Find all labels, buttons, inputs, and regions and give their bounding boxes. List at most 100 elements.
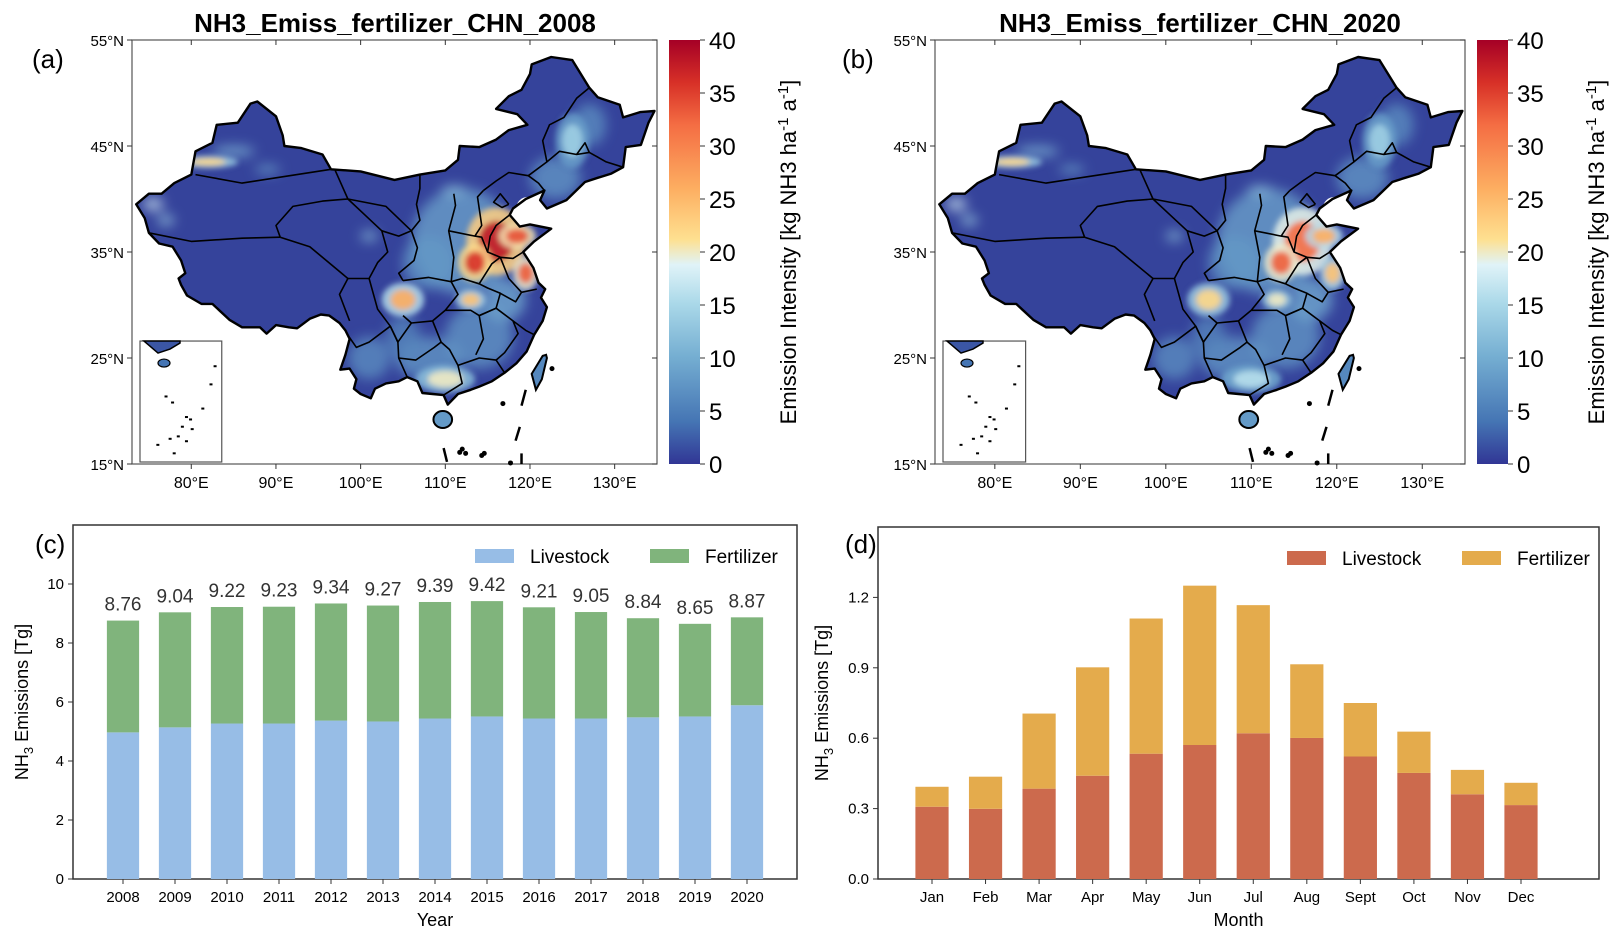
y-tick-label: 1.2 (848, 589, 869, 606)
cropland-blob (483, 278, 526, 321)
inset-coast (944, 340, 984, 354)
x-tick-label: 2019 (678, 889, 711, 906)
bar-fertilizer (1236, 605, 1270, 734)
x-tick-label: Oct (1402, 889, 1426, 906)
panel-label-d: (d) (845, 529, 877, 559)
province-boundary (1204, 341, 1270, 396)
bar-livestock (418, 718, 452, 879)
province-boundary (1299, 192, 1317, 209)
lon-tick-label: 100°E (339, 475, 383, 492)
island (1263, 449, 1269, 455)
bar-livestock (1450, 794, 1485, 879)
bar-livestock (1022, 788, 1056, 879)
bar-livestock (470, 716, 504, 879)
bars-d: Jan Feb Mar Apr May Jun Jul Aug Sept Oct Nov Dec 0.0… (812, 526, 1600, 930)
legend-label-fertilizer: Fertilizer (1517, 549, 1591, 570)
bar-fertilizer (262, 606, 296, 724)
country-border (938, 55, 1464, 406)
cropland-blob (360, 230, 378, 242)
lat-tick-label: 25°N (90, 351, 124, 368)
y-axis-label-rest: Emissions [Tg] (12, 624, 32, 747)
cropland-blob (445, 305, 514, 369)
total-value-label: 8.84 (625, 592, 662, 613)
province-boundary (402, 193, 457, 283)
province-boundary (448, 189, 484, 237)
x-tick-label: 2008 (106, 889, 139, 906)
y-tick-label: 0.6 (848, 730, 869, 747)
island (481, 450, 487, 456)
bar-livestock (968, 808, 1003, 879)
cropland-blob (402, 236, 454, 290)
lon-tick-label: 90°E (1063, 475, 1098, 492)
inset-hainan (960, 358, 974, 368)
cropland-blob (1016, 146, 1059, 157)
inset-hainan (157, 358, 171, 368)
inset-island (976, 452, 980, 455)
bar-livestock (1236, 733, 1270, 879)
bar-livestock (106, 732, 140, 879)
province-boundary (475, 307, 519, 361)
bar-fertilizer (1129, 618, 1163, 754)
bar-fertilizer (968, 776, 1003, 809)
inset-island (994, 428, 998, 431)
inset-island (171, 401, 175, 404)
y-axis-label-main: NH (12, 754, 32, 780)
inset-coast (141, 340, 181, 354)
x-tick-label: 2011 (263, 889, 295, 906)
province-boundary (397, 230, 419, 282)
island (500, 401, 506, 407)
colorbar-tick-label: 10 (709, 346, 736, 373)
y-axis-label: NH3 Emissions [Tg] (812, 625, 836, 781)
bar-fertilizer (574, 612, 608, 719)
x-tick-label: 2020 (730, 889, 763, 906)
colorbar-b: 0 5 10 15 20 25 30 35 40 Emission Intensity [kg N… (1477, 28, 1609, 479)
island (1288, 450, 1294, 456)
legend-label-livestock: Livestock (530, 547, 610, 568)
bar-livestock (678, 716, 712, 879)
island (1314, 460, 1320, 466)
bar-fertilizer (1076, 667, 1110, 776)
bar-livestock (1129, 753, 1163, 879)
province-boundary (474, 235, 502, 285)
province-boundary (499, 288, 537, 303)
province-boundary (338, 278, 351, 322)
inset-island (176, 435, 180, 438)
province-boundary (1306, 251, 1331, 260)
colorbar-label-part: a (776, 98, 801, 117)
inset-island (1004, 407, 1008, 410)
bar-fertilizer (915, 786, 949, 807)
y-axis-label-sub: 3 (821, 748, 836, 755)
x-tick-label: Sept (1345, 889, 1377, 906)
bar-fertilizer (678, 623, 712, 717)
colorbar-label-part: -1 (775, 86, 792, 99)
province-boundary (1079, 198, 1154, 238)
inset-island (184, 440, 188, 443)
colorbar-label-part: -1 (1583, 118, 1600, 131)
bar-livestock (1504, 805, 1538, 879)
province-boundary (1281, 307, 1326, 361)
province-boundary (486, 214, 511, 253)
y-axis-label-main: NH (812, 755, 832, 781)
x-axis-label: Year (417, 910, 453, 930)
panel-label-a: (a) (32, 44, 64, 74)
x-tick-label: Feb (973, 889, 999, 906)
province-boundary (1207, 281, 1265, 324)
cropland-blob (1165, 230, 1183, 242)
province-boundary (1084, 236, 1154, 280)
y-axis-label-sub: 3 (21, 747, 36, 754)
total-value-label: 9.34 (313, 577, 350, 598)
cropland-blob (960, 214, 978, 226)
bar-fertilizer (470, 601, 504, 717)
colorbar-tick-label: 30 (709, 134, 736, 161)
boundary-dash (1248, 447, 1255, 463)
colorbar-tick-label: 25 (709, 187, 736, 214)
legend-label-fertilizer: Fertilizer (705, 547, 779, 568)
taiwan (530, 353, 548, 393)
map-body-a: 80°E 90°E 100°E 110°E 120°E 130°E 55°N 45°N 35°N… (90, 33, 658, 492)
province-boundary (431, 320, 442, 343)
province-boundary (1348, 87, 1398, 163)
x-tick-label: Jun (1188, 889, 1212, 906)
colorbar-tick-label: 20 (709, 240, 736, 267)
inset-island (1017, 365, 1021, 368)
lon-tick-label: 80°E (977, 475, 1012, 492)
